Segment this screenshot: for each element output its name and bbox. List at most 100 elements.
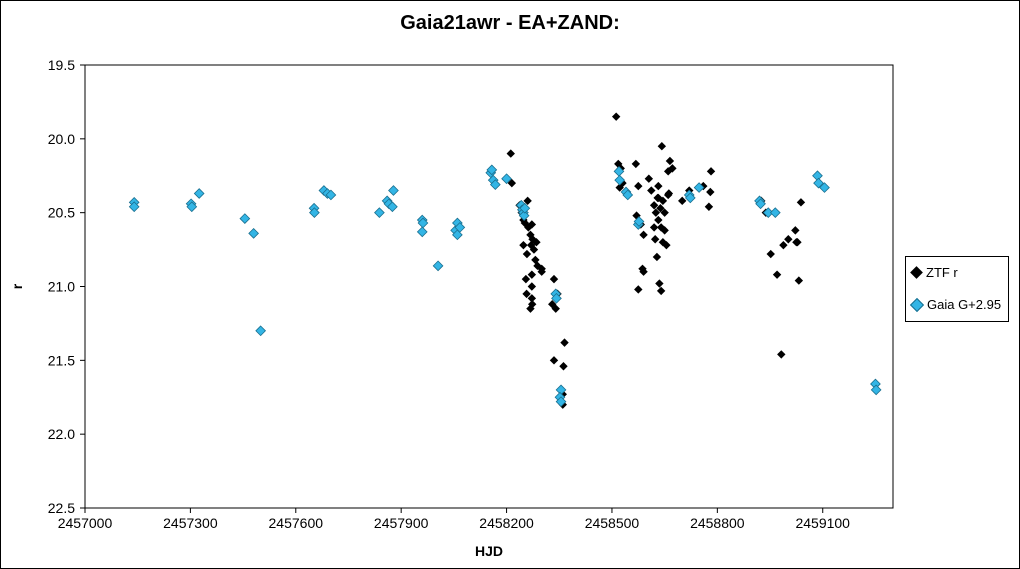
legend-item-gaia-g: Gaia G+2.95 [909,297,1002,313]
data-point-ztf-r [526,230,535,240]
data-point-ztf-r [660,226,669,235]
data-point-ztf-r [658,238,668,247]
data-point-ztf-r [678,196,687,206]
data-point-ztf-r [527,220,537,229]
data-point-gaia-g [755,198,766,210]
data-point-gaia-g [193,188,205,199]
data-point-ztf-r [777,350,786,359]
data-point-ztf-r [634,285,643,294]
data-point-gaia-g [769,207,781,219]
y-tick-label: 20.5 [48,205,75,221]
x-tick-label: 2458500 [585,515,640,531]
data-point-ztf-r [662,240,671,250]
data-point-ztf-r [656,204,665,213]
data-point-gaia-g [416,226,428,238]
data-point-ztf-r [654,215,663,225]
data-point-ztf-r [522,289,531,299]
data-point-ztf-r [784,235,793,244]
x-tick-label: 2457600 [269,515,324,531]
x-tick-label: 2457300 [163,515,218,531]
data-point-ztf-r [527,294,537,303]
data-point-gaia-g [501,173,512,185]
data-point-ztf-r [506,149,515,158]
data-point-ztf-r [650,235,660,244]
data-point-gaia-g [387,201,398,213]
data-point-ztf-r [551,304,560,313]
data-point-ztf-r [634,181,643,191]
data-point-gaia-g [128,201,140,213]
data-point-gaia-g [239,213,251,224]
data-point-ztf-r [791,226,800,235]
data-point-gaia-g [388,185,399,196]
chart-title: Gaia21awr - EA+ZAND: [400,12,620,34]
y-tick-label: 20.0 [48,131,75,147]
data-point-gaia-g [551,292,562,304]
data-point-gaia-g [693,182,705,193]
data-point-ztf-r [651,208,661,217]
data-point-gaia-g [622,189,634,201]
data-point-ztf-r [656,286,666,296]
y-axis-title: r [9,283,25,289]
data-point-ztf-r [549,356,559,365]
data-point-ztf-r [665,156,675,166]
data-point-ztf-r [772,270,782,279]
data-point-gaia-g [684,192,696,204]
data-point-ztf-r [549,274,559,284]
data-point-ztf-r [654,181,663,191]
data-point-ztf-r [560,338,569,347]
data-point-ztf-r [527,270,537,279]
legend-label: Gaia G+2.95 [927,297,1002,312]
data-point-gaia-g [454,222,466,233]
data-point-ztf-r [649,223,659,232]
data-point-ztf-r [526,240,536,250]
data-point-ztf-r [618,178,627,188]
data-point-ztf-r [655,279,664,288]
x-tick-label: 2458800 [690,515,745,531]
data-point-gaia-g [633,216,645,227]
data-point-gaia-g [519,202,531,214]
data-point-ztf-r [519,240,528,250]
data-point-gaia-g [614,174,626,186]
data-point-ztf-r [523,196,532,206]
data-point-ztf-r [639,267,648,276]
x-tick-label: 2457900 [374,515,429,531]
data-point-ztf-r [559,362,568,371]
data-point-ztf-r [794,276,804,285]
data-point-ztf-r [706,167,716,176]
data-point-ztf-r [631,159,641,169]
data-point-gaia-g [374,207,385,219]
data-point-ztf-r [663,190,673,200]
data-point-ztf-r [647,186,656,195]
data-point-ztf-r [704,202,714,211]
data-point-gaia-g [813,177,824,189]
data-point-ztf-r [779,240,788,250]
x-tick-label: 2458200 [479,515,534,531]
x-axis-title: HJD [475,543,503,559]
data-point-ztf-r [660,208,669,217]
plot-area [84,64,894,509]
legend: ZTF r Gaia G+2.95 [905,256,1009,322]
data-point-ztf-r [649,201,659,210]
data-point-gaia-g [186,201,198,213]
y-tick-label: 19.5 [48,57,75,73]
legend-label: ZTF r [926,265,958,280]
data-point-ztf-r [526,304,535,313]
y-tick-label: 21.5 [48,352,75,368]
data-point-gaia-g [325,189,337,201]
data-point-gaia-g [309,207,320,219]
y-tick-label: 22.0 [48,426,75,442]
y-tick-label: 22.5 [48,500,75,516]
legend-marker-diamond-black [910,266,923,279]
data-point-ztf-r [507,178,517,188]
data-point-ztf-r [639,230,648,240]
data-point-gaia-g [762,207,774,219]
data-point-ztf-r [652,252,662,262]
data-point-ztf-r [522,249,532,259]
data-point-gaia-g [870,384,882,396]
data-point-ztf-r [654,193,663,203]
data-point-ztf-r [657,142,667,151]
data-point-gaia-g [486,164,498,176]
data-point-ztf-r [706,187,715,197]
x-tick-label: 2459100 [795,515,850,531]
data-point-ztf-r [658,196,668,206]
